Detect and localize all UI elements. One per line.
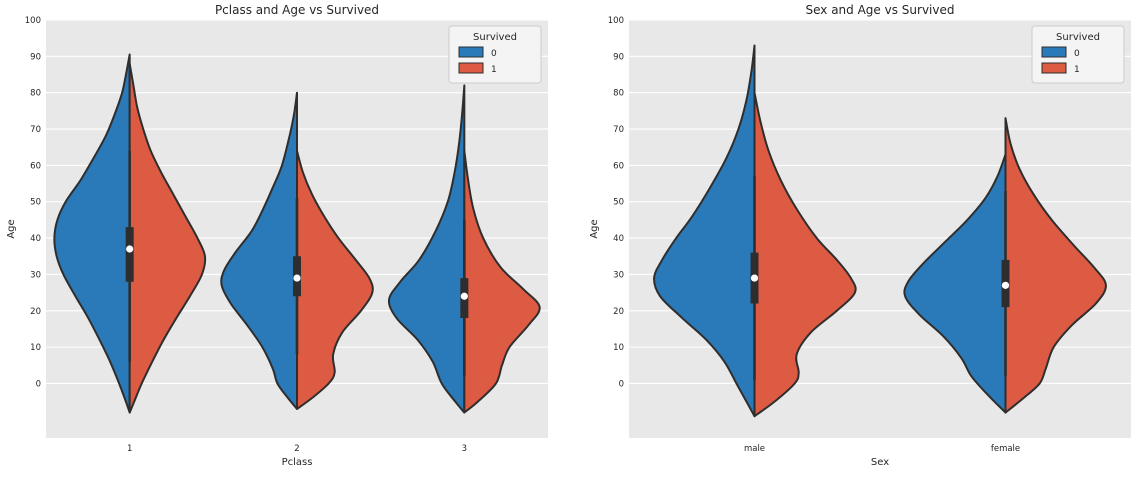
violin-half-1-survived-1 bbox=[128, 62, 207, 414]
x-axis-label: Pclass bbox=[282, 457, 313, 468]
y-tick-label: 10 bbox=[30, 343, 41, 353]
legend-label-1: 1 bbox=[1074, 65, 1080, 75]
x-tick-label: male bbox=[744, 444, 765, 454]
x-axis-label: Sex bbox=[871, 457, 889, 468]
y-tick-label: 10 bbox=[613, 343, 624, 353]
violin-half-male-survived-1 bbox=[753, 91, 857, 418]
y-tick-label: 90 bbox=[30, 52, 41, 62]
y-tick-label: 70 bbox=[613, 125, 624, 135]
y-tick-label: 60 bbox=[30, 161, 41, 171]
violin-half-2-survived-0 bbox=[220, 91, 298, 410]
y-tick-label: 30 bbox=[613, 270, 624, 280]
y-tick-label: 100 bbox=[608, 16, 624, 26]
y-tick-label: 90 bbox=[613, 52, 624, 62]
y-tick-label: 80 bbox=[30, 89, 41, 99]
median-dot bbox=[126, 245, 134, 253]
violin-half-female-survived-0 bbox=[903, 153, 1007, 414]
median-dot bbox=[293, 274, 301, 282]
y-tick-label: 40 bbox=[613, 234, 624, 244]
y-tick-label: 50 bbox=[613, 198, 624, 208]
chart-title: Sex and Age vs Survived bbox=[806, 3, 955, 17]
y-tick-label: 30 bbox=[30, 270, 41, 280]
y-tick-label: 40 bbox=[30, 234, 41, 244]
median-dot bbox=[460, 292, 468, 300]
legend-swatch-1 bbox=[1041, 62, 1067, 74]
legend-swatch-0 bbox=[458, 46, 484, 58]
y-axis-label: Age bbox=[6, 219, 17, 238]
violin-half-male-survived-0 bbox=[653, 44, 756, 418]
x-tick-label: 2 bbox=[294, 444, 299, 454]
y-tick-label: 20 bbox=[613, 307, 624, 317]
legend-title: Survived bbox=[473, 32, 517, 43]
y-tick-label: 0 bbox=[619, 379, 624, 389]
median-dot bbox=[750, 274, 759, 282]
legend-title: Survived bbox=[1056, 32, 1100, 43]
violin-half-3-survived-0 bbox=[387, 84, 466, 414]
violin-half-1-survived-0 bbox=[53, 53, 131, 414]
violin-half-female-survived-1 bbox=[1004, 117, 1107, 414]
y-tick-label: 100 bbox=[25, 16, 41, 26]
legend-label-1: 1 bbox=[491, 65, 497, 75]
y-axis-label: Age bbox=[589, 219, 600, 238]
x-tick-label: 3 bbox=[462, 444, 467, 454]
y-tick-label: 50 bbox=[30, 198, 41, 208]
y-tick-label: 0 bbox=[36, 379, 41, 389]
legend-label-0: 0 bbox=[491, 49, 497, 59]
y-tick-label: 60 bbox=[613, 161, 624, 171]
violin-half-3-survived-1 bbox=[463, 149, 541, 414]
x-tick-label: 1 bbox=[127, 444, 132, 454]
median-dot bbox=[1001, 281, 1010, 289]
figure-sex-age-vs-survived: 0 10 20 30 40 50 60 70 80 90 100 Sex and Age vs Sur… bbox=[585, 2, 1145, 474]
legend-swatch-0 bbox=[1041, 46, 1067, 58]
legend-label-0: 0 bbox=[1074, 49, 1080, 59]
legend-swatch-1 bbox=[458, 62, 484, 74]
x-tick-label: female bbox=[991, 444, 1020, 454]
y-tick-label: 80 bbox=[613, 89, 624, 99]
y-tick-label: 70 bbox=[30, 125, 41, 135]
chart-title: Pclass and Age vs Survived bbox=[215, 3, 379, 17]
y-tick-label: 20 bbox=[30, 307, 41, 317]
figure-pclass-age-vs-survived: 0 10 20 30 40 50 60 70 80 90 100 Pclass and Age vs … bbox=[2, 2, 562, 474]
violin-half-2-survived-1 bbox=[296, 149, 374, 410]
